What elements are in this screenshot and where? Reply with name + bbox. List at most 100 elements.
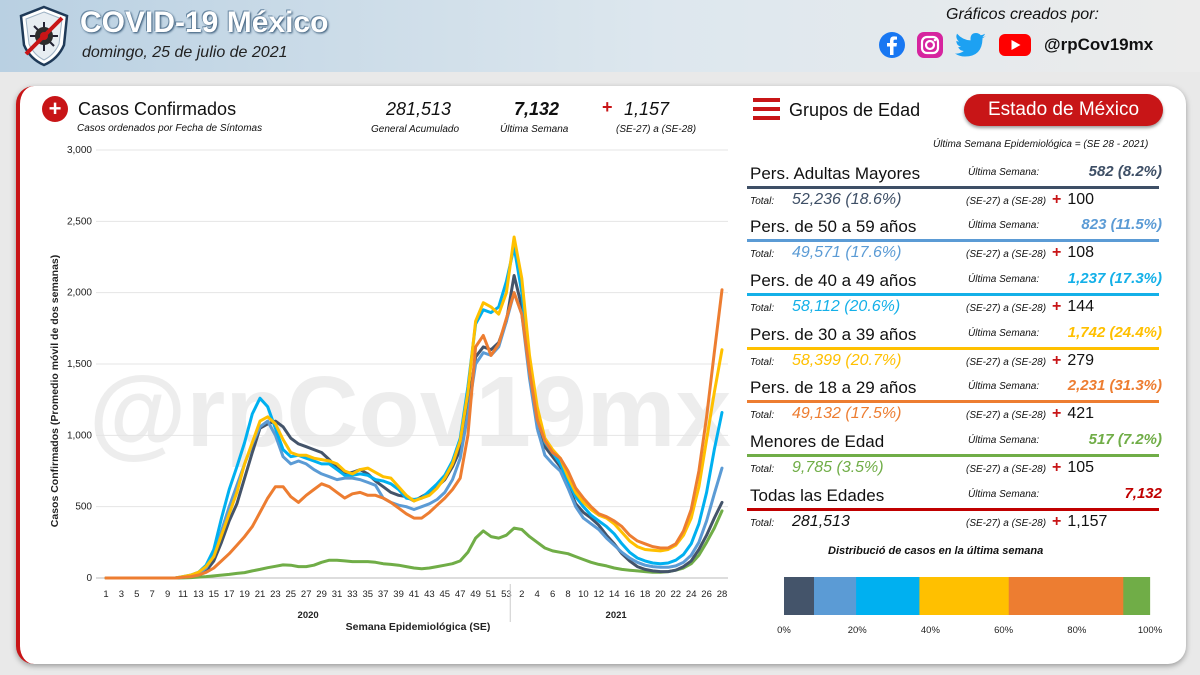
distribution-segment	[814, 577, 857, 615]
increase-sign: +	[1052, 513, 1062, 530]
range-label: (SE-27) a (SE-28)	[966, 357, 1047, 368]
age-group-row: Todas las Edades Última Semana: 7,132 Total…	[747, 485, 1162, 540]
x-tick-label: 41	[409, 589, 420, 600]
distribution-segment	[1123, 577, 1151, 615]
distribution-tick-label: 80%	[1067, 625, 1087, 636]
x-tick-label: 22	[671, 589, 682, 600]
x-tick-label: 49	[470, 589, 481, 600]
total-value: 52,236 (18.6%)	[792, 191, 902, 208]
main-panel: + Casos Confirmados Casos ordenados por …	[16, 86, 1186, 664]
age-group-name: Pers. de 18 a 29 años	[750, 378, 917, 397]
total-label: Total:	[750, 357, 775, 368]
weekly-increase: +279	[1052, 352, 1094, 370]
x-tick-label: 31	[332, 589, 343, 600]
age-group-underline	[747, 400, 1159, 403]
instagram-icon[interactable]	[916, 31, 944, 59]
weekly-increase: +108	[1052, 244, 1094, 262]
x-tick-label: 14	[609, 589, 620, 600]
increase-value: 421	[1067, 405, 1095, 422]
plus-circle-icon: +	[42, 96, 68, 122]
week-cases-value: 7,132	[514, 99, 560, 119]
age-group-underline	[747, 508, 1159, 511]
age-group-row: Pers. de 18 a 29 años Última Semana: 2,231…	[747, 377, 1162, 432]
y-tick-label: 500	[75, 502, 92, 513]
last-week-label: Última Semana:	[968, 274, 1040, 285]
last-week-label: Última Semana:	[968, 167, 1040, 178]
x-tick-label: 33	[347, 589, 358, 600]
youtube-icon[interactable]	[998, 32, 1032, 58]
social-handle[interactable]: @rpCov19mx	[1044, 35, 1154, 54]
last-week-label: Última Semana:	[968, 220, 1040, 231]
x-tick-label: 53	[501, 589, 512, 600]
weekly-increase: +421	[1052, 405, 1094, 423]
distribution-segment	[784, 577, 815, 615]
increase-sign: +	[1052, 352, 1062, 369]
facebook-icon[interactable]	[878, 31, 906, 59]
x-tick-label: 43	[424, 589, 435, 600]
x-tick-label: 47	[455, 589, 466, 600]
x-tick-label: 21	[255, 589, 266, 600]
x-tick-label: 4	[535, 589, 540, 600]
increase-value: 1,157	[1067, 513, 1108, 530]
age-group-underline	[747, 293, 1159, 296]
x-tick-label: 35	[363, 589, 374, 600]
x-tick-label: 23	[270, 589, 281, 600]
series-lines	[104, 235, 724, 580]
distribution-segment	[919, 577, 1010, 615]
x-tick-label: 1	[103, 589, 108, 600]
total-value: 281,513	[792, 513, 850, 530]
age-group-underline	[747, 186, 1159, 189]
last-week-value: 7,132	[1124, 485, 1162, 502]
x-tick-label: 7	[150, 589, 155, 600]
total-label: Total:	[750, 518, 775, 529]
weekly-increase: +100	[1052, 191, 1094, 209]
year-label: 2021	[606, 610, 628, 621]
age-group-row: Pers. de 40 a 49 años Última Semana: 1,237…	[747, 270, 1162, 325]
distribution-tick-label: 20%	[848, 625, 868, 636]
x-tick-label: 20	[655, 589, 666, 600]
year-label: 2020	[298, 610, 319, 621]
x-tick-label: 10	[578, 589, 589, 600]
age-group-name: Todas las Edades	[750, 486, 885, 505]
last-week-label: Última Semana:	[968, 489, 1040, 500]
x-axis-title: Semana Epidemiológica (SE)	[346, 621, 491, 633]
distribution-segment	[1008, 577, 1124, 615]
distribution-tick-label: 40%	[921, 625, 941, 636]
epi-week-note: Última Semana Epidemiológica = (SE 28 - …	[933, 139, 1149, 150]
menu-bars-icon	[753, 98, 780, 120]
total-value: 58,112 (20.6%)	[792, 298, 901, 315]
age-group-row: Menores de Edad Última Semana: 517 (7.2%) T…	[747, 431, 1162, 486]
range-label: (SE-27) a (SE-28)	[966, 518, 1047, 529]
increase-value: 1,157	[624, 99, 670, 119]
increase-sign: +	[1052, 298, 1062, 315]
x-tick-label: 26	[701, 589, 712, 600]
total-label: Total:	[750, 196, 775, 207]
increase-sign: +	[1052, 459, 1062, 476]
age-group-row: Pers. de 50 a 59 años Última Semana: 823 (…	[747, 216, 1162, 271]
range-label: (SE-27) a (SE-28)	[966, 410, 1047, 421]
distribution-title: Distribució de casos en la última semana	[828, 545, 1044, 557]
x-tick-label: 45	[440, 589, 451, 600]
x-tick-label: 11	[178, 589, 188, 600]
chart-gridlines	[96, 149, 728, 579]
last-week-value: 1,742 (24.4%)	[1067, 324, 1162, 341]
distribution-tick-label: 100%	[1138, 625, 1163, 636]
distribution-tick-label: 0%	[777, 625, 791, 636]
state-selector-button[interactable]: Estado de México	[964, 94, 1163, 126]
twitter-icon[interactable]	[954, 31, 988, 59]
x-tick-label: 17	[224, 589, 235, 600]
total-value: 9,785 (3.5%)	[792, 459, 884, 476]
range-label: (SE-27) a (SE-28)	[966, 303, 1047, 314]
x-tick-label: 28	[717, 589, 728, 600]
age-group-underline	[747, 347, 1159, 350]
last-week-label: Última Semana:	[968, 435, 1040, 446]
x-tick-label: 9	[165, 589, 170, 600]
x-tick-label: 6	[550, 589, 555, 600]
y-tick-label: 3,000	[67, 145, 92, 156]
total-label: Total:	[750, 303, 775, 314]
cases-title: Casos Confirmados	[78, 99, 237, 119]
x-tick-label: 27	[301, 589, 312, 600]
watermark: @rpCov19mx	[89, 356, 731, 468]
y-axis-title: Casos Confirmados (Promedio móvil de dos…	[49, 255, 61, 527]
last-week-value: 582 (8.2%)	[1088, 163, 1162, 180]
